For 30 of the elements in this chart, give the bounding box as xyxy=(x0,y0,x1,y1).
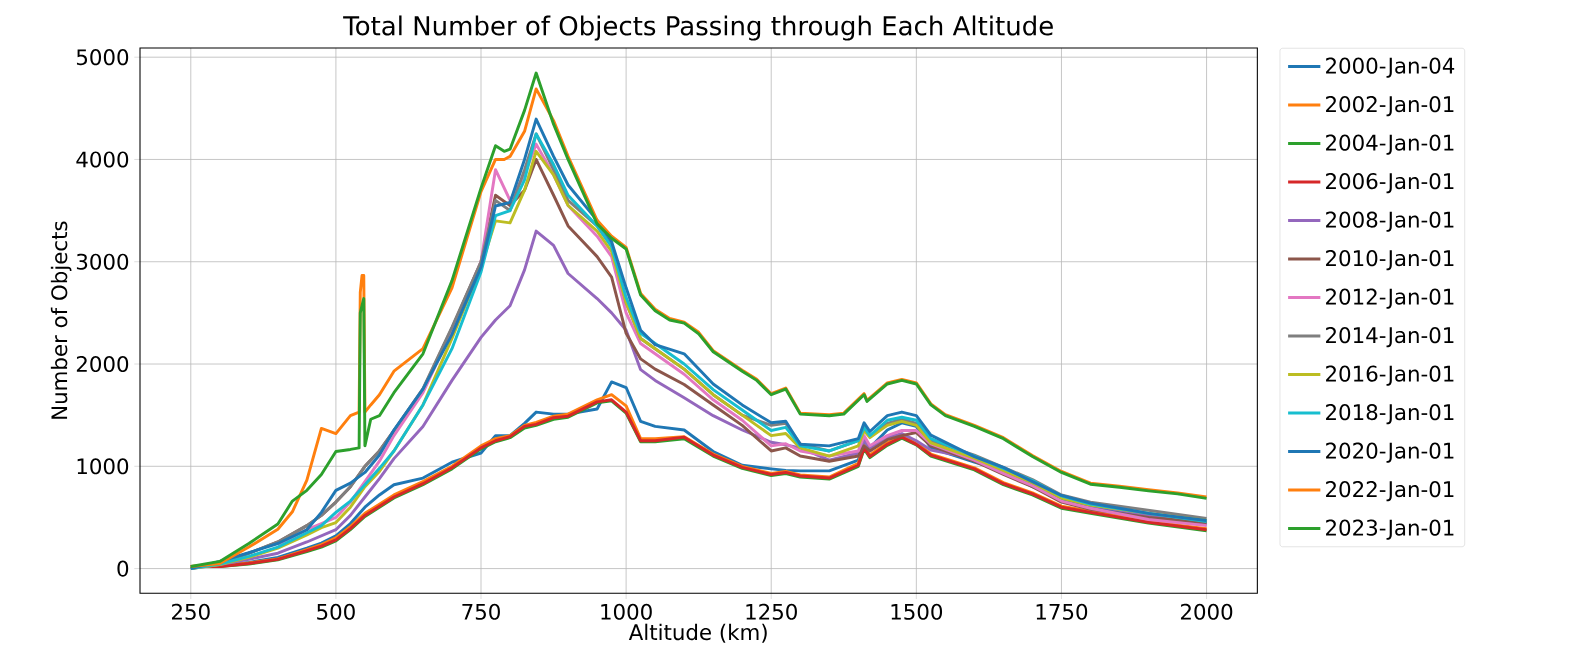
legend-label: 2016-Jan-01 xyxy=(1326,365,1454,386)
legend-label: 2018-Jan-01 xyxy=(1326,403,1454,425)
x-tick-label: 250 xyxy=(172,603,210,620)
y-tick-label: 1000 xyxy=(77,458,129,475)
y-tick-label: 3000 xyxy=(76,253,129,270)
legend-label: 2023-Jan-01 xyxy=(1326,519,1454,540)
x-tick-label: 500 xyxy=(317,603,355,620)
x-tick-label: 1250 xyxy=(746,603,797,620)
y-tick-label: 5000 xyxy=(76,48,129,66)
x-axis-title: Altitude (km) xyxy=(628,623,767,643)
legend-label: 2022-Jan-01 xyxy=(1326,480,1454,502)
x-tick-label: 2000 xyxy=(1180,603,1233,620)
legend-label: 2004-Jan-01 xyxy=(1326,134,1454,155)
legend-label: 2006-Jan-01 xyxy=(1326,172,1454,194)
legend-label: 2014-Jan-01 xyxy=(1326,326,1454,348)
y-axis-title: Number of Objects xyxy=(50,221,72,419)
legend-label: 2010-Jan-01 xyxy=(1326,249,1454,271)
legend-label: 2020-Jan-01 xyxy=(1326,442,1454,463)
legend-label: 2008-Jan-01 xyxy=(1326,211,1454,232)
legend-label: 2000-Jan-04 xyxy=(1326,57,1455,78)
x-tick-label: 1500 xyxy=(891,603,943,620)
legend-label: 2002-Jan-01 xyxy=(1326,95,1454,117)
chart-title: Total Number of Objects Passing through Each Altitude xyxy=(343,15,1053,41)
y-tick-label: 4000 xyxy=(76,151,129,168)
x-tick-label: 750 xyxy=(462,603,500,620)
legend-label: 2012-Jan-01 xyxy=(1326,288,1454,309)
x-tick-label: 1000 xyxy=(601,603,652,620)
y-tick-label: 0 xyxy=(117,560,129,577)
y-tick-label: 2000 xyxy=(76,355,129,372)
x-tick-label: 1750 xyxy=(1036,603,1088,620)
